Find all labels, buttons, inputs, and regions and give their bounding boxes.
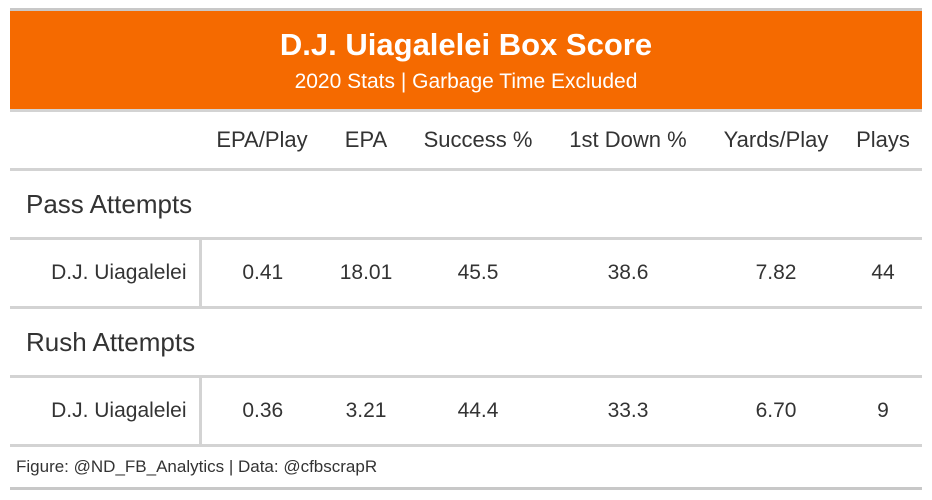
table-title: D.J. Uiagalelei Box Score xyxy=(279,27,653,62)
table-row-pass: D.J. Uiagalelei 0.41 18.01 45.5 38.6 7.8… xyxy=(10,240,922,306)
top-rule xyxy=(10,8,922,11)
cell-plays: 44 xyxy=(871,261,895,284)
column-header-yards-play: Yards/Play xyxy=(723,127,829,152)
column-header-epa: EPA xyxy=(344,127,388,152)
row-separator xyxy=(10,168,922,171)
stats-grid: EPA/Play EPA Success % 1st Down % Yards/… xyxy=(10,112,922,447)
row-separator xyxy=(10,375,922,378)
cell-epa: 3.21 xyxy=(345,399,387,422)
cell-success-pct: 44.4 xyxy=(457,399,499,422)
column-header-epa-play: EPA/Play xyxy=(216,127,308,152)
column-header-first-down-pct: 1st Down % xyxy=(569,127,687,152)
row-player-name: D.J. Uiagalelei xyxy=(10,378,202,444)
column-header-success-pct: Success % xyxy=(423,127,533,152)
cell-epa-play: 0.41 xyxy=(242,261,284,284)
header-rule xyxy=(10,109,922,112)
cell-epa-play: 0.36 xyxy=(242,399,284,422)
table-subtitle: 2020 Stats | Garbage Time Excluded xyxy=(294,70,638,93)
cell-plays: 9 xyxy=(877,399,889,422)
group-label-pass: Pass Attempts xyxy=(26,188,193,219)
group-label-rush: Rush Attempts xyxy=(26,326,196,357)
source-footnote: Figure: @ND_FB_Analytics | Data: @cfbscr… xyxy=(16,457,378,476)
cell-success-pct: 45.5 xyxy=(457,261,499,284)
cell-yards-play: 7.82 xyxy=(755,261,797,284)
title-banner: D.J. Uiagalelei Box Score 2020 Stats | G… xyxy=(10,11,922,109)
group-row-pass: Pass Attempts xyxy=(10,171,922,237)
group-row-rush: Rush Attempts xyxy=(10,309,922,375)
table-row-rush: D.J. Uiagalelei 0.36 3.21 44.4 33.3 6.70… xyxy=(10,378,922,444)
box-score-table: D.J. Uiagalelei Box Score 2020 Stats | G… xyxy=(10,8,922,490)
cell-yards-play: 6.70 xyxy=(755,399,797,422)
cell-first-down-pct: 38.6 xyxy=(607,261,649,284)
cell-first-down-pct: 33.3 xyxy=(607,399,649,422)
column-header-row: EPA/Play EPA Success % 1st Down % Yards/… xyxy=(10,112,922,168)
row-separator xyxy=(10,306,922,309)
row-player-name: D.J. Uiagalelei xyxy=(10,240,202,306)
bottom-rule xyxy=(10,487,922,490)
row-separator xyxy=(10,237,922,240)
cell-epa: 18.01 xyxy=(339,261,393,284)
row-separator xyxy=(10,444,922,447)
column-header-plays: Plays xyxy=(856,127,910,152)
column-header-stub xyxy=(10,112,200,168)
